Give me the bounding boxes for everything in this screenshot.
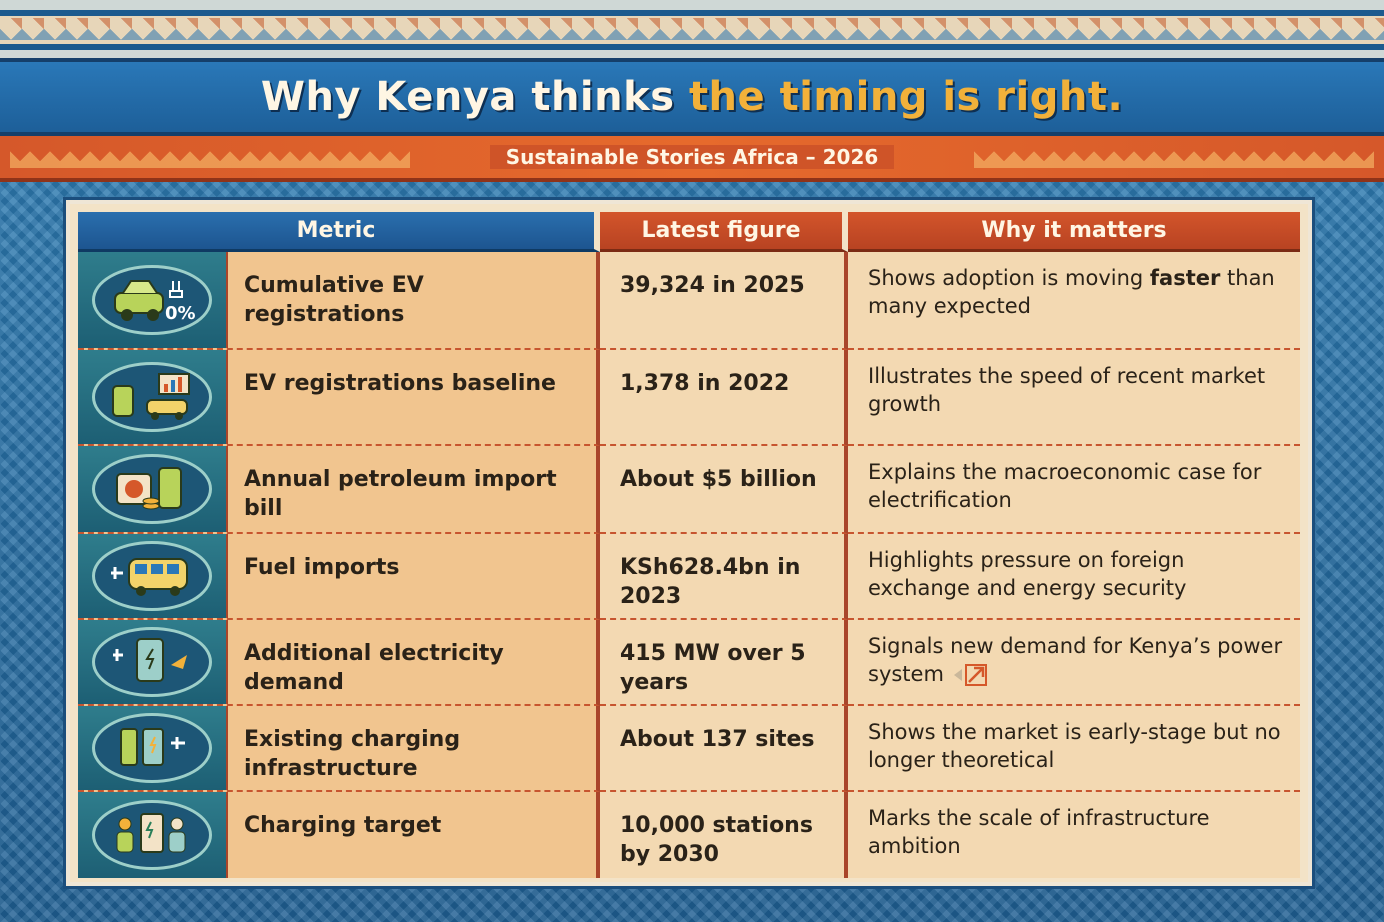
header-latest-figure: Latest figure: [600, 212, 848, 252]
why-text: Shows adoption is moving faster than man…: [848, 252, 1300, 350]
why-text-part: Signals new demand for Kenya’s power sys…: [868, 634, 1283, 687]
why-text-bold: faster: [1149, 266, 1221, 290]
table-row-metric: Fuel imports: [78, 534, 600, 620]
top-ornament-band: [0, 0, 1384, 58]
why-text: Signals new demand for Kenya’s power sys…: [848, 620, 1300, 706]
figure-value: About 137 sites: [600, 706, 848, 792]
table-row-metric: Existing charging infrastructure: [78, 706, 600, 792]
why-text-part: than many expected: [868, 266, 1275, 319]
electric-bus-icon: [92, 541, 212, 611]
zigzag-pattern: [0, 18, 1384, 40]
svg-text:0%: 0%: [165, 303, 196, 324]
why-text: Shows the market is early-stage but no l…: [848, 706, 1300, 792]
metric-label: EV registrations baseline: [244, 371, 556, 396]
metrics-table: Metric Latest figure Why it matters 0% C…: [78, 212, 1300, 878]
icon-cell: [78, 534, 228, 618]
metric-label: Existing charging infrastructure: [244, 727, 461, 781]
electric-car-icon: 0%: [92, 265, 212, 335]
why-text-part: Illustrates the speed of recent market g…: [868, 364, 1266, 417]
why-text-part: Highlights pressure on foreign exchange …: [868, 548, 1187, 601]
header-metric: Metric: [78, 212, 600, 252]
growth-arrow-icon: [953, 664, 987, 687]
page-title: Why Kenya thinks the timing is right.: [261, 74, 1123, 120]
icon-cell: [78, 350, 228, 444]
table-row-metric: EV registrations baseline: [78, 350, 600, 446]
table-row-metric: Additional electricity demand: [78, 620, 600, 706]
title-part-1: Why Kenya thinks: [260, 74, 689, 120]
metrics-table-panel: Metric Latest figure Why it matters 0% C…: [66, 200, 1312, 886]
icon-cell: [78, 706, 228, 790]
why-text: Highlights pressure on foreign exchange …: [848, 534, 1300, 620]
ev-chart-icon: [92, 362, 212, 432]
icon-cell: [78, 792, 228, 878]
charger-plug-icon: [92, 627, 212, 697]
why-text-part: Shows adoption is moving: [868, 266, 1150, 290]
why-text-part: Shows the market is early-stage but no l…: [868, 720, 1281, 773]
header-why-it-matters: Why it matters: [848, 212, 1300, 252]
figure-value: KSh628.4bn in 2023: [600, 534, 848, 620]
why-text-part: Explains the macroeconomic case for elec…: [868, 460, 1262, 513]
people-charging-icon: [92, 800, 212, 870]
title-part-accent: the timing is right.: [688, 74, 1124, 120]
icon-cell: [78, 620, 228, 704]
metric-label: Fuel imports: [244, 555, 400, 580]
metric-label: Charging target: [244, 813, 442, 838]
icon-cell: 0%: [78, 252, 228, 348]
figure-value: 39,324 in 2025: [600, 252, 848, 350]
subtitle: Sustainable Stories Africa – 2026: [489, 145, 895, 169]
metric-label: Cumulative EV registrations: [244, 273, 424, 327]
metric-label: Additional electricity demand: [244, 641, 504, 695]
title-bar: Why Kenya thinks the timing is right.: [0, 58, 1384, 136]
subtitle-bar: Sustainable Stories Africa – 2026: [0, 136, 1384, 182]
charging-station-icon: [92, 713, 212, 783]
figure-value: 1,378 in 2022: [600, 350, 848, 446]
why-text: Illustrates the speed of recent market g…: [848, 350, 1300, 446]
table-row-metric: Annual petroleum import bill: [78, 446, 600, 534]
why-text: Marks the scale of infrastructure ambiti…: [848, 792, 1300, 878]
metric-label: Annual petroleum import bill: [244, 467, 557, 521]
why-text: Explains the macroeconomic case for elec…: [848, 446, 1300, 534]
table-row-metric: 0% Cumulative EV registrations: [78, 252, 600, 350]
fuel-pump-icon: [92, 454, 212, 524]
why-text-part: Marks the scale of infrastructure ambiti…: [868, 806, 1210, 859]
figure-value: 10,000 stations by 2030: [600, 792, 848, 878]
figure-value: About $5 billion: [600, 446, 848, 534]
table-row-metric: Charging target: [78, 792, 600, 878]
figure-value: 415 MW over 5 years: [600, 620, 848, 706]
icon-cell: [78, 446, 228, 532]
